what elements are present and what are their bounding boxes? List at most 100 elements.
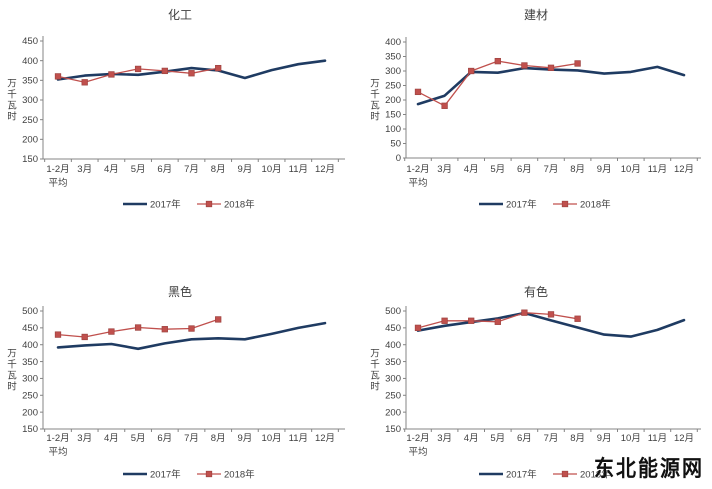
data-point-marker <box>494 318 501 325</box>
y-tick-label: 400 <box>22 340 38 351</box>
x-tick-label: 1-2月 <box>406 164 429 175</box>
data-point-marker <box>161 326 168 333</box>
y-tick-label: 150 <box>385 424 401 435</box>
data-point-marker <box>441 317 448 324</box>
data-point-marker <box>108 328 115 335</box>
chart-title: 建材 <box>524 8 548 22</box>
y-tick-label: 100 <box>385 124 401 135</box>
y-axis-title: 万千瓦时 <box>370 79 380 123</box>
x-tick-label: 1-2月 <box>46 164 69 175</box>
data-point-marker <box>81 79 88 86</box>
chart-ferrous: 黑色 500 450 400 350 300 250 200 150 万千瓦时 1-2月 3月 4月 5月… <box>0 245 356 489</box>
series-line-2017年 <box>416 311 686 338</box>
chart-building-materials: 建材 400 350 300 250 200 150 100 50 0 万千瓦时 1-2月 3月 4月 5月… <box>356 0 712 245</box>
x-tick-label: 4月 <box>464 433 479 444</box>
x-tick-sub-label: 平均 <box>48 177 67 189</box>
y-tick-label: 50 <box>390 139 401 150</box>
y-tick-label: 500 <box>22 306 38 317</box>
x-tick-label: 9月 <box>238 433 253 444</box>
x-tick-label: 12月 <box>674 164 694 175</box>
data-point-marker <box>547 64 555 71</box>
y-tick-label: 300 <box>22 95 38 106</box>
chart-canvas: 黑色 500 450 400 350 300 250 200 150 万千瓦时 1-2月 3月 4月 5月… <box>7 285 345 480</box>
chart-chemical: 化工 450 400 350 300 250 200 150 万千瓦时 1-2月 3月 4月 5月 6月 7… <box>0 0 356 245</box>
chart-title: 黑色 <box>168 285 192 299</box>
data-point-marker <box>574 60 581 67</box>
x-tick-label: 1-2月 <box>406 433 429 444</box>
data-point-marker <box>468 67 475 75</box>
y-tick-label: 400 <box>385 340 401 351</box>
x-tick-label: 3月 <box>77 433 92 444</box>
x-tick-label: 11月 <box>648 433 667 444</box>
data-point-marker <box>547 311 555 318</box>
chart-canvas: 有色 500 450 400 350 300 250 200 150 万千瓦时 1-2月 3月 4月 5月… <box>370 285 701 480</box>
data-point-marker <box>441 102 448 109</box>
data-point-marker <box>468 317 475 324</box>
x-tick-label: 12月 <box>315 433 335 444</box>
legend-label-2017: 2017年 <box>506 468 537 480</box>
x-tick-label: 11月 <box>289 164 308 175</box>
legend-marker-2018 <box>205 470 213 478</box>
x-tick-label: 8月 <box>570 164 585 175</box>
x-tick-label: 6月 <box>517 433 532 444</box>
y-tick-label: 450 <box>385 323 401 334</box>
y-tick-label: 250 <box>22 115 38 126</box>
y-tick-label: 500 <box>385 306 401 317</box>
series-line-2017年 <box>56 59 327 81</box>
legend-label-2017: 2017年 <box>150 198 181 210</box>
data-point-marker <box>414 324 422 332</box>
x-tick-sub-label: 平均 <box>48 446 67 458</box>
y-tick-label: 250 <box>22 390 38 401</box>
y-tick-label: 400 <box>385 37 401 48</box>
x-tick-label: 10月 <box>262 433 282 444</box>
x-tick-label: 5月 <box>131 433 146 444</box>
x-tick-label: 10月 <box>262 164 282 175</box>
x-tick-sub-label: 平均 <box>408 446 427 458</box>
y-tick-label: 150 <box>385 110 401 121</box>
series-line-2017年 <box>56 321 327 351</box>
x-tick-label: 4月 <box>464 164 479 175</box>
x-tick-label: 5月 <box>490 433 505 444</box>
chart-canvas: 化工 450 400 350 300 250 200 150 万千瓦时 1-2月 3月 4月 5月 6月 7… <box>7 8 345 210</box>
x-tick-label: 7月 <box>544 164 559 175</box>
x-tick-label: 9月 <box>238 164 253 175</box>
x-tick-label: 12月 <box>674 433 694 444</box>
y-tick-label: 200 <box>385 95 401 106</box>
data-point-marker <box>54 73 62 80</box>
legend-label-2017: 2017年 <box>506 198 537 210</box>
x-tick-label: 12月 <box>315 164 335 175</box>
data-point-marker <box>521 309 528 316</box>
x-tick-label: 5月 <box>490 164 505 175</box>
y-tick-label: 200 <box>22 135 38 146</box>
y-tick-label: 350 <box>385 357 401 368</box>
y-tick-label: 150 <box>22 154 38 165</box>
data-point-marker <box>494 57 501 65</box>
y-tick-label: 450 <box>22 36 38 47</box>
watermark-text: 东北能源网 <box>594 454 704 482</box>
x-tick-label: 3月 <box>77 164 92 175</box>
x-tick-label: 9月 <box>597 164 612 175</box>
y-tick-label: 300 <box>385 374 401 385</box>
data-point-marker <box>574 315 581 322</box>
y-tick-label: 150 <box>22 424 38 435</box>
data-point-marker <box>81 333 88 341</box>
data-point-marker <box>161 67 168 75</box>
y-tick-label: 350 <box>22 76 38 87</box>
x-tick-label: 6月 <box>517 164 532 175</box>
y-tick-label: 200 <box>385 407 401 418</box>
data-point-marker <box>215 64 222 72</box>
y-tick-label: 300 <box>385 66 401 77</box>
x-tick-label: 8月 <box>211 433 226 444</box>
x-tick-label: 10月 <box>621 433 641 444</box>
x-tick-label: 6月 <box>157 164 172 175</box>
x-tick-label: 1-2月 <box>46 433 69 444</box>
legend-label-2018: 2018年 <box>224 468 255 480</box>
x-tick-label: 7月 <box>184 164 199 175</box>
legend-label-2017: 2017年 <box>150 468 181 480</box>
x-tick-label: 8月 <box>211 164 226 175</box>
legend-marker-2018 <box>205 200 213 208</box>
legend-marker-2018 <box>561 470 569 478</box>
data-point-marker <box>414 88 422 96</box>
x-tick-label: 3月 <box>437 164 452 175</box>
